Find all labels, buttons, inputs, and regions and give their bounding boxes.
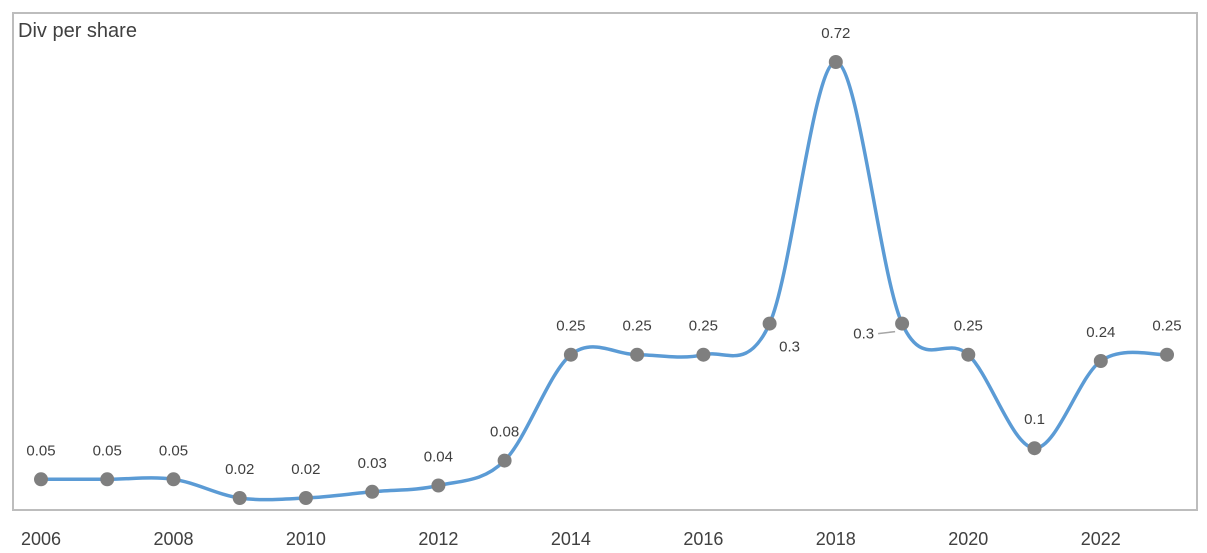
data-point-2013 (497, 453, 512, 468)
data-point-2021 (1027, 441, 1042, 456)
data-point-2022 (1093, 354, 1108, 368)
data-point-2017 (762, 316, 777, 331)
data-label-2020: 0.25 (954, 318, 983, 335)
data-point-2012 (431, 478, 446, 493)
data-label-leader-2019 (878, 330, 896, 335)
chart-title: Div per share (18, 20, 137, 42)
data-point-2014 (563, 347, 578, 362)
data-label-2012: 0.04 (424, 449, 453, 466)
data-point-2018 (828, 55, 843, 69)
data-label-2007: 0.05 (93, 442, 122, 459)
data-point-2020 (961, 347, 976, 362)
data-label-2008: 0.05 (159, 442, 188, 459)
data-point-2019 (895, 316, 910, 331)
data-point-2008 (166, 472, 181, 487)
data-label-2014: 0.25 (556, 318, 585, 335)
data-label-2022: 0.24 (1086, 324, 1115, 341)
data-label-2018: 0.72 (821, 25, 850, 42)
x-tick-label-2022: 2022 (1081, 529, 1121, 549)
data-point-2011 (365, 484, 380, 499)
data-point-2016 (696, 347, 711, 362)
x-tick-label-2008: 2008 (153, 529, 193, 549)
x-tick-label-2014: 2014 (551, 529, 591, 549)
data-label-2023: 0.25 (1152, 318, 1181, 335)
chart-frame (12, 12, 1198, 511)
data-point-2015 (630, 347, 645, 362)
x-tick-label-2006: 2006 (21, 529, 61, 549)
data-label-2009: 0.02 (225, 461, 254, 478)
data-label-2017: 0.3 (779, 339, 800, 356)
x-tick-label-2020: 2020 (948, 529, 988, 549)
data-point-2010 (298, 491, 313, 505)
data-label-2011: 0.03 (358, 455, 387, 472)
data-label-2021: 0.1 (1024, 411, 1045, 428)
data-label-2010: 0.02 (291, 461, 320, 478)
x-tick-label-2012: 2012 (418, 529, 458, 549)
data-label-2019: 0.3 (853, 326, 874, 343)
x-tick-label-2016: 2016 (683, 529, 723, 549)
data-label-2015: 0.25 (622, 318, 651, 335)
data-label-2006: 0.05 (26, 442, 55, 459)
x-tick-label-2010: 2010 (286, 529, 326, 549)
data-point-2007 (100, 472, 115, 487)
series-line (40, 60, 1168, 502)
data-label-2016: 0.25 (689, 318, 718, 335)
data-point-2006 (34, 472, 48, 487)
data-point-2023 (1160, 347, 1174, 362)
x-tick-label-2018: 2018 (816, 529, 856, 549)
data-point-2009 (232, 491, 247, 505)
data-label-2013: 0.08 (490, 424, 519, 441)
